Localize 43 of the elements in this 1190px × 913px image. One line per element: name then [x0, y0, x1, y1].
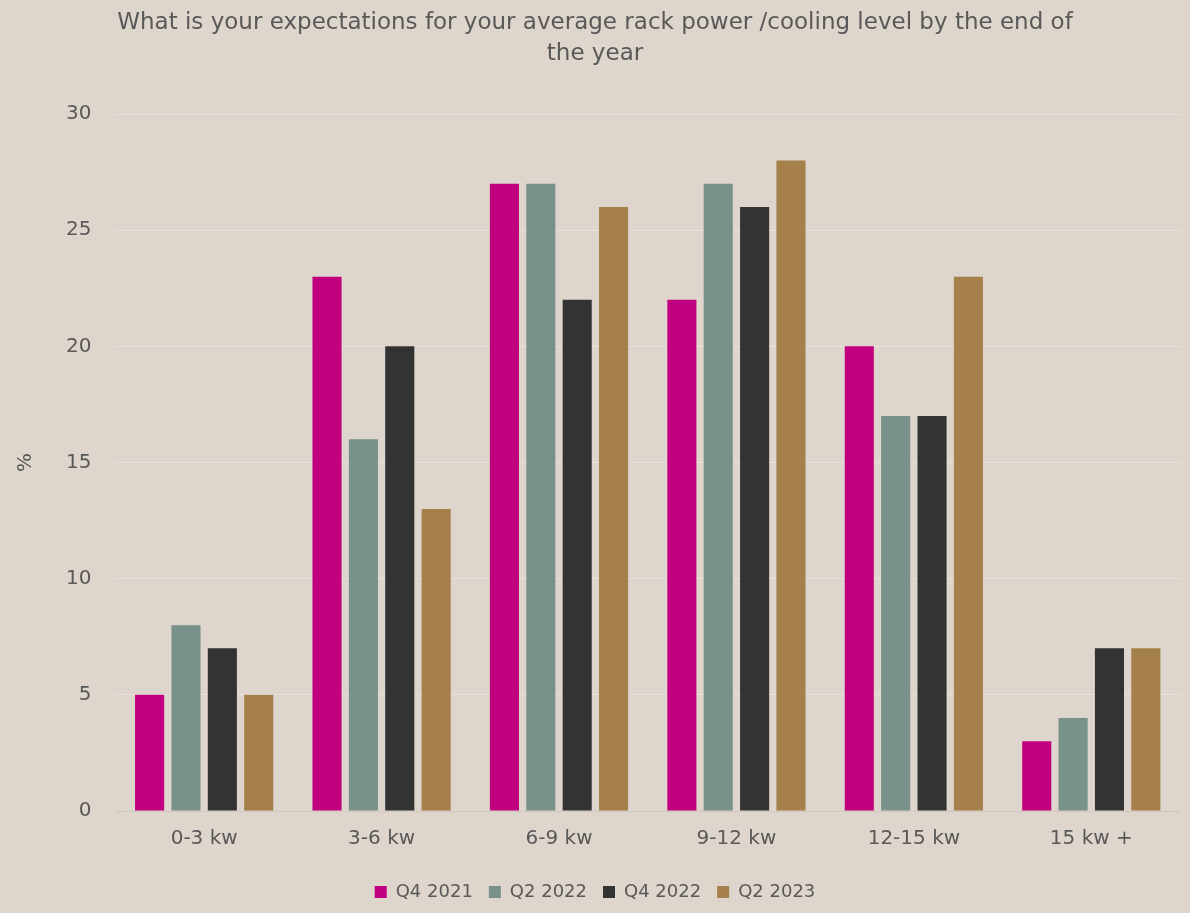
bar [385, 346, 415, 811]
x-tick-label: 9-12 kw [696, 825, 777, 850]
bar [599, 206, 629, 811]
y-tick-label: 30 [66, 100, 92, 125]
bar [207, 648, 237, 811]
bar [348, 439, 378, 811]
bar [703, 183, 733, 811]
bar [1022, 741, 1052, 811]
x-tick-label: 3-6 kw [348, 825, 416, 850]
bar [526, 183, 556, 811]
x-tick-label: 0-3 kw [170, 825, 238, 850]
bar [667, 299, 697, 811]
y-tick-label: 10 [66, 564, 92, 589]
bar [244, 694, 274, 811]
x-tick-label: 15 kw + [1049, 825, 1133, 850]
legend-label: Q2 2023 [738, 879, 816, 901]
bar [1131, 648, 1161, 811]
y-tick-label: 15 [66, 448, 92, 473]
bar [740, 206, 770, 811]
bar [917, 416, 947, 811]
bar [562, 299, 592, 811]
bar [135, 694, 165, 811]
x-tick-label: 12-15 kw [867, 825, 961, 850]
y-axis-title: % [12, 452, 37, 473]
y-tick-label: 0 [78, 797, 92, 822]
bar [421, 508, 451, 811]
bar [776, 160, 806, 811]
bar [881, 416, 911, 811]
bar [1058, 718, 1088, 811]
chart-title: What is your expectations for your average rack power /cooling level by the end of the year [116, 7, 1075, 67]
y-tick-label: 20 [66, 332, 92, 357]
x-tick-label: 6-9 kw [525, 825, 593, 850]
legend-label: Q4 2021 [395, 879, 473, 901]
y-tick-label: 5 [78, 681, 92, 706]
bar [171, 625, 201, 811]
y-tick-label: 25 [66, 216, 92, 241]
legend-label: Q4 2022 [624, 879, 702, 901]
bar [312, 276, 342, 811]
bar [489, 183, 519, 811]
bar [844, 346, 874, 811]
legend-label: Q2 2022 [509, 879, 588, 901]
bar [953, 276, 983, 811]
bar [1094, 648, 1125, 811]
